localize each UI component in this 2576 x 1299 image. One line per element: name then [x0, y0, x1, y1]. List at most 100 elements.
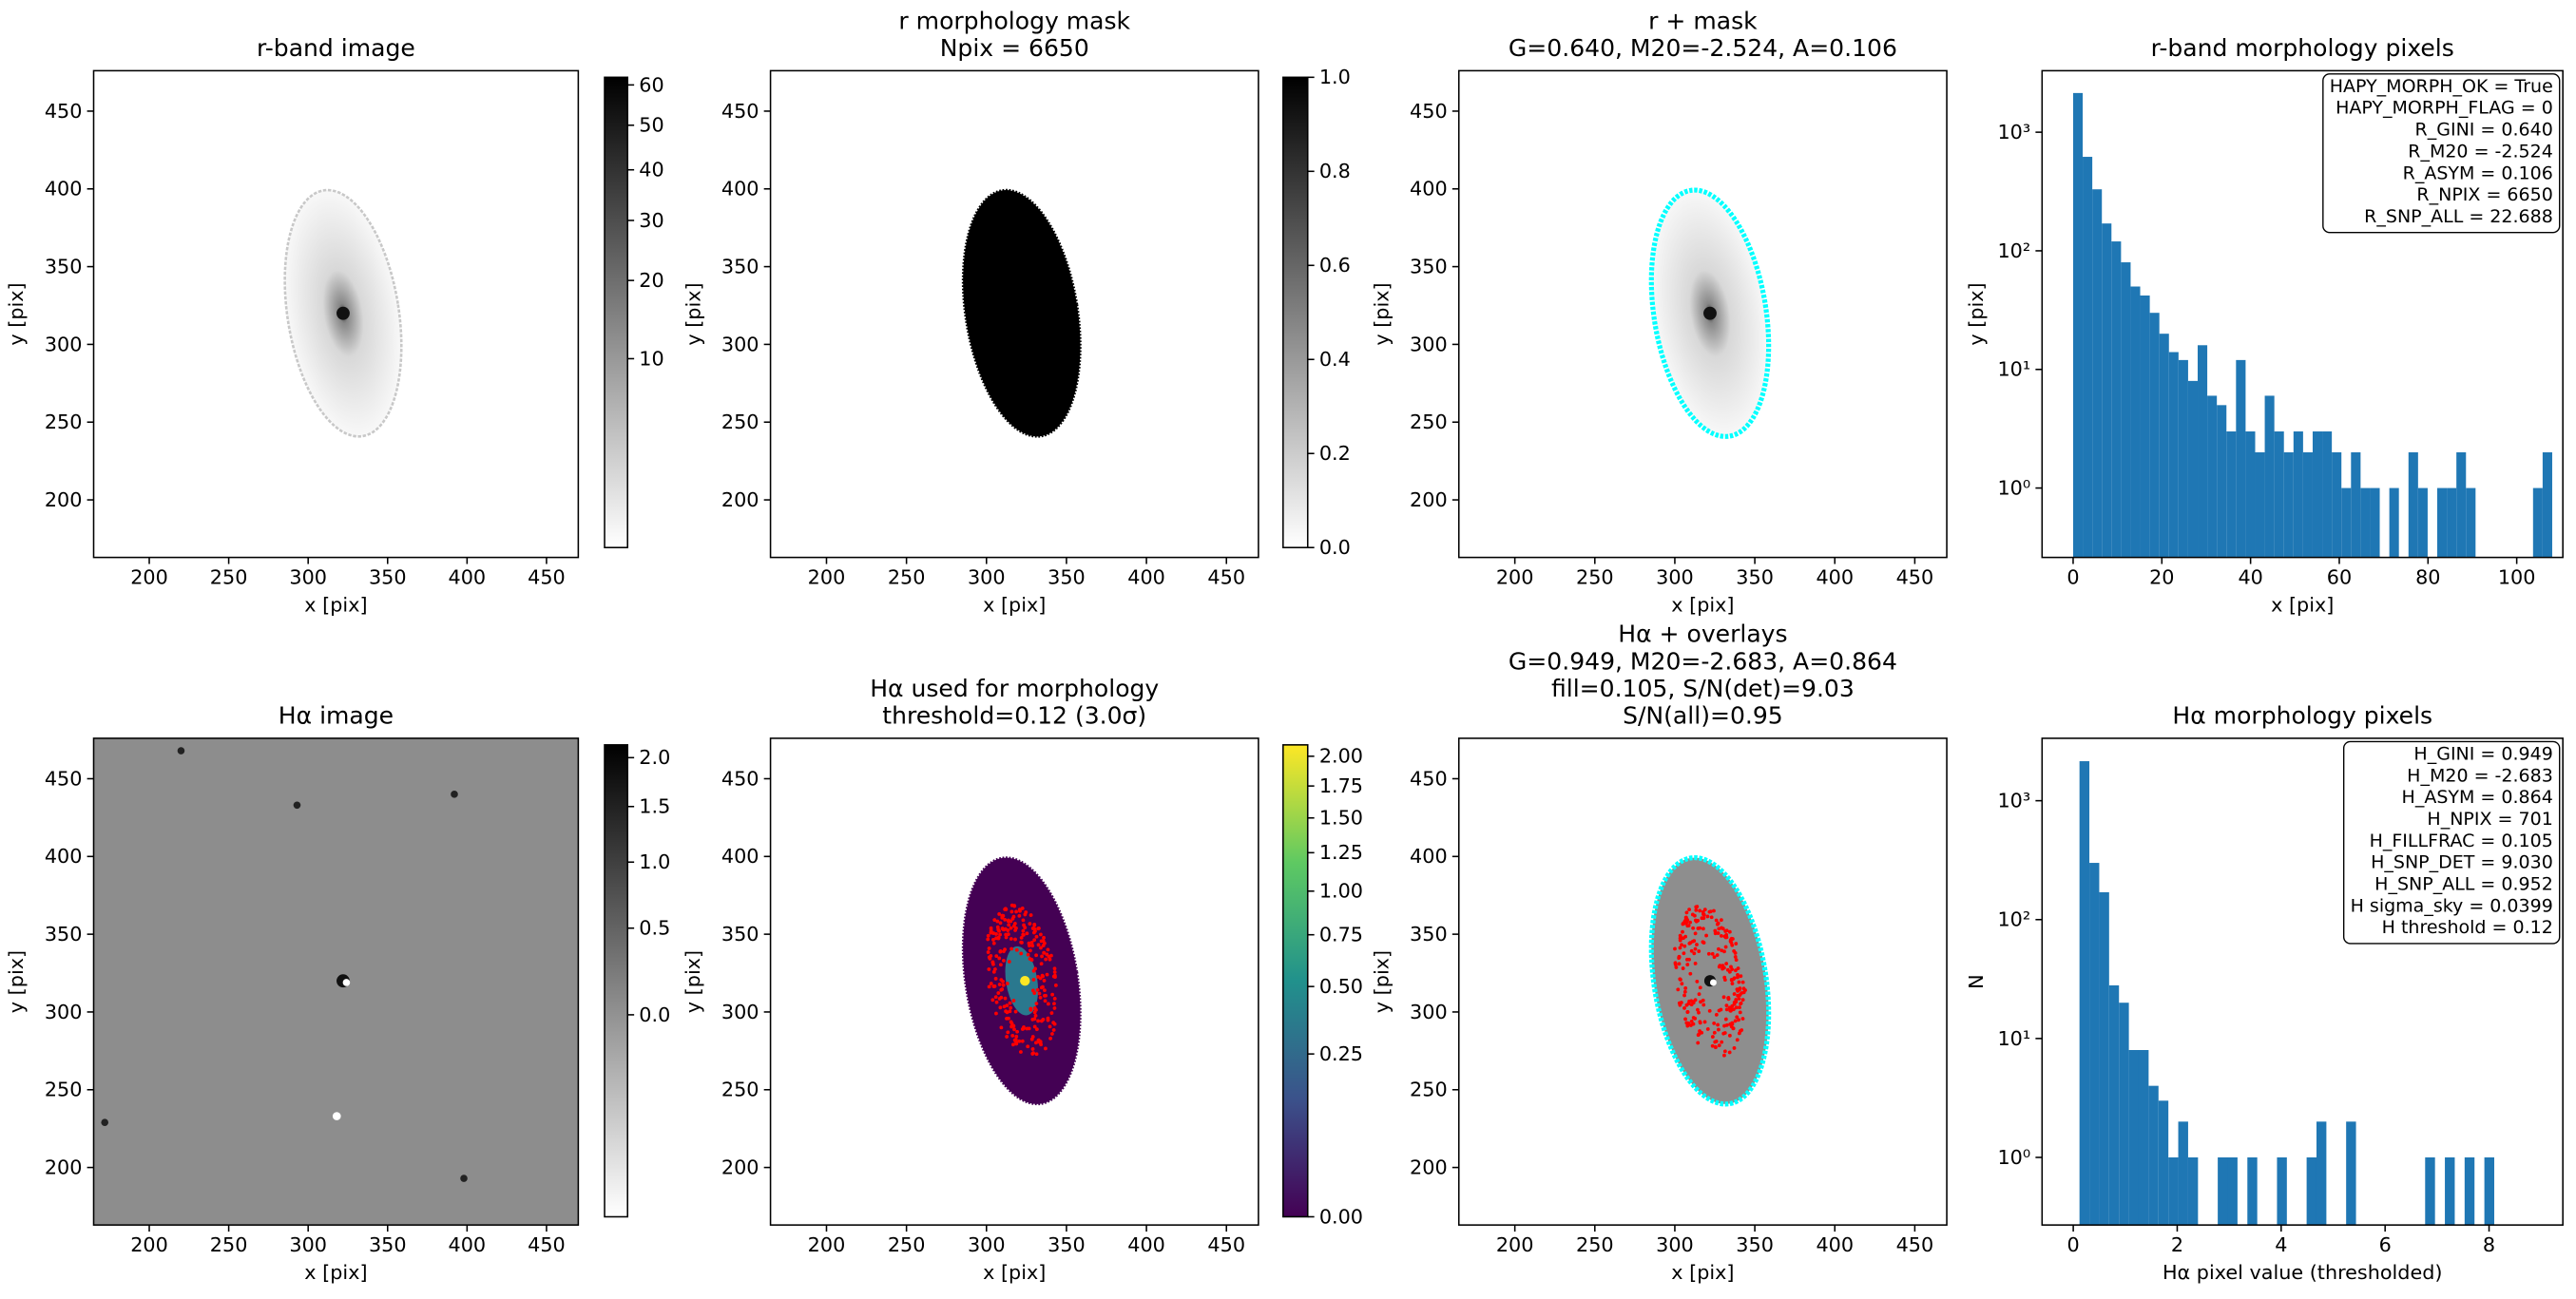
overlay-dot [1677, 962, 1682, 966]
x-tick-label: 200 [130, 565, 168, 588]
overlay-dot [1736, 966, 1740, 970]
y-tick-label: 350 [721, 923, 759, 946]
histogram-bar [2218, 1156, 2228, 1226]
overlay-dot [1702, 1020, 1707, 1024]
y-tick-label: 300 [45, 1001, 83, 1023]
overlay-dot [1023, 912, 1028, 917]
histogram-bar [2130, 286, 2141, 558]
overlay-dot [1041, 939, 1046, 944]
overlay-dot [1006, 1030, 1010, 1035]
overlay-dot [1052, 1022, 1057, 1026]
overlay-dot [1705, 914, 1710, 919]
overlay-dot [1019, 951, 1024, 956]
overlay-dot [989, 982, 993, 985]
colorbar-tick-label: 0.6 [1319, 254, 1351, 277]
overlay-dot [1050, 992, 1055, 997]
overlay-dot [1040, 954, 1044, 959]
overlay-dot [1715, 922, 1720, 926]
y-axis-label: y [pix] [1370, 950, 1393, 1013]
colorbar-tick-label: 50 [639, 114, 663, 137]
overlay-dot [1734, 942, 1739, 946]
colorbar-tick-label: 10 [639, 347, 663, 370]
panel-title: r morphology mask [898, 7, 1130, 34]
overlay-dot [1678, 1003, 1682, 1007]
overlay-dot [1018, 908, 1022, 913]
overlay-dot [1710, 1043, 1715, 1048]
overlay-dot [1026, 952, 1030, 957]
plot-area [2079, 761, 2494, 1226]
overlay-dot [994, 1000, 999, 1004]
x-tick-label: 250 [888, 1233, 926, 1256]
overlay-dot [1717, 946, 1721, 951]
overlay-dot [1709, 915, 1714, 920]
y-tick-label: 200 [721, 1156, 759, 1178]
overlay-dot [1714, 918, 1719, 923]
overlay-dot [1740, 998, 1745, 1003]
overlay-dot [1042, 979, 1047, 983]
x-tick-label: 300 [1656, 565, 1694, 588]
colorbar-tick-label: 20 [639, 269, 663, 292]
overlay-dot [1691, 926, 1696, 930]
histogram-bar [2108, 984, 2120, 1226]
overlay-dot [1007, 960, 1011, 964]
x-axis-label: x [pix] [983, 594, 1046, 617]
overlay-dot [1724, 1003, 1729, 1008]
overlay-dot [1032, 922, 1037, 926]
overlay-dot [1001, 958, 1006, 963]
overlay-dot [1700, 1030, 1704, 1035]
overlay-dot [1046, 1016, 1050, 1021]
y-tick-label: 200 [45, 1156, 83, 1178]
panel-title: r-band image [257, 34, 415, 62]
annotation-line: H_ASYM = 0.864 [2402, 787, 2553, 808]
x-tick-label: 300 [968, 565, 1006, 588]
y-tick-label: 250 [721, 1079, 759, 1101]
overlay-dot [1032, 1005, 1037, 1010]
overlay-dot [1041, 1018, 1046, 1022]
overlay-dot [1051, 1028, 1056, 1032]
panel-title: Hα + overlays [1618, 621, 1787, 648]
overlay-dot [1712, 1021, 1717, 1025]
overlay-dot [1033, 928, 1037, 933]
x-tick-label: 400 [1816, 1233, 1854, 1256]
overlay-dot [1010, 1033, 1015, 1038]
overlay-dot [1029, 940, 1034, 945]
overlay-dot [1020, 1027, 1025, 1031]
overlay-dot [1697, 949, 1701, 953]
overlay-dot [996, 936, 1001, 941]
overlay-dot [1041, 944, 1046, 947]
overlay-dot [1717, 1027, 1721, 1032]
overlay-dot [1723, 929, 1728, 933]
overlay-dot [1030, 944, 1035, 948]
overlay-dot [1701, 1003, 1706, 1007]
overlay-dot [1701, 916, 1706, 921]
overlay-dot [1039, 946, 1043, 950]
overlay-dot [1721, 926, 1725, 931]
overlay-dot [1698, 1021, 1702, 1025]
overlay-dot [995, 919, 1000, 924]
annotation-line: R_NPIX = 6650 [2416, 184, 2552, 205]
overlay-dot [1701, 909, 1705, 914]
y-tick-label: 10³ [1997, 790, 2030, 812]
overlay-dot [1697, 1010, 1701, 1015]
overlay-dot [1738, 986, 1742, 990]
y-axis-label: y [pix] [5, 950, 28, 1013]
overlay-dot [1036, 1019, 1040, 1023]
overlay-dot [1684, 1003, 1689, 1007]
overlay-dot [1721, 964, 1725, 968]
y-tick-label: 350 [45, 256, 83, 278]
plot-area [93, 737, 579, 1226]
overlay-dot [1029, 1037, 1034, 1041]
overlay-dot [1052, 966, 1057, 971]
overlay-dot [998, 921, 1003, 926]
overlay-dot [1737, 997, 1741, 1001]
panel-title: G=0.640, M20=-2.524, A=0.106 [1509, 34, 1897, 62]
y-axis-label: y [pix] [682, 282, 704, 345]
plot-area [283, 188, 403, 438]
overlay-dot [1028, 944, 1031, 948]
overlay-dot [1022, 923, 1026, 927]
overlay-dot [1032, 1010, 1037, 1015]
axes-frame [2041, 737, 2564, 1226]
histogram-bar [2274, 431, 2284, 558]
overlay-dot [1732, 976, 1737, 981]
overlay-dot [1724, 935, 1729, 940]
